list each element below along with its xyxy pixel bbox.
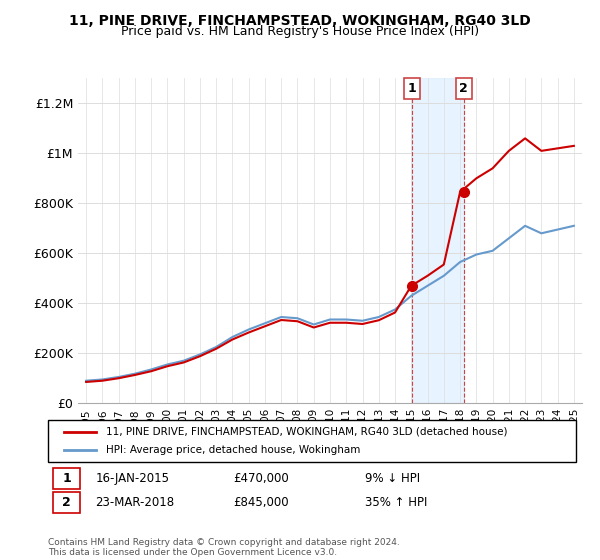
Text: £845,000: £845,000	[233, 496, 289, 509]
Text: 1: 1	[62, 472, 71, 485]
FancyBboxPatch shape	[53, 492, 80, 513]
Text: £470,000: £470,000	[233, 472, 289, 485]
Text: HPI: Average price, detached house, Wokingham: HPI: Average price, detached house, Woki…	[106, 445, 361, 455]
Text: 11, PINE DRIVE, FINCHAMPSTEAD, WOKINGHAM, RG40 3LD: 11, PINE DRIVE, FINCHAMPSTEAD, WOKINGHAM…	[69, 14, 531, 28]
Text: 23-MAR-2018: 23-MAR-2018	[95, 496, 175, 509]
Text: 2: 2	[460, 82, 468, 95]
Text: 1: 1	[407, 82, 416, 95]
Text: Price paid vs. HM Land Registry's House Price Index (HPI): Price paid vs. HM Land Registry's House …	[121, 25, 479, 38]
Text: 35% ↑ HPI: 35% ↑ HPI	[365, 496, 427, 509]
Text: Contains HM Land Registry data © Crown copyright and database right 2024.
This d: Contains HM Land Registry data © Crown c…	[48, 538, 400, 557]
Text: 2: 2	[62, 496, 71, 509]
FancyBboxPatch shape	[48, 420, 576, 462]
Text: 16-JAN-2015: 16-JAN-2015	[95, 472, 170, 485]
FancyBboxPatch shape	[53, 468, 80, 489]
Text: 9% ↓ HPI: 9% ↓ HPI	[365, 472, 420, 485]
Text: 11, PINE DRIVE, FINCHAMPSTEAD, WOKINGHAM, RG40 3LD (detached house): 11, PINE DRIVE, FINCHAMPSTEAD, WOKINGHAM…	[106, 427, 508, 437]
Bar	[412, 78, 464, 403]
